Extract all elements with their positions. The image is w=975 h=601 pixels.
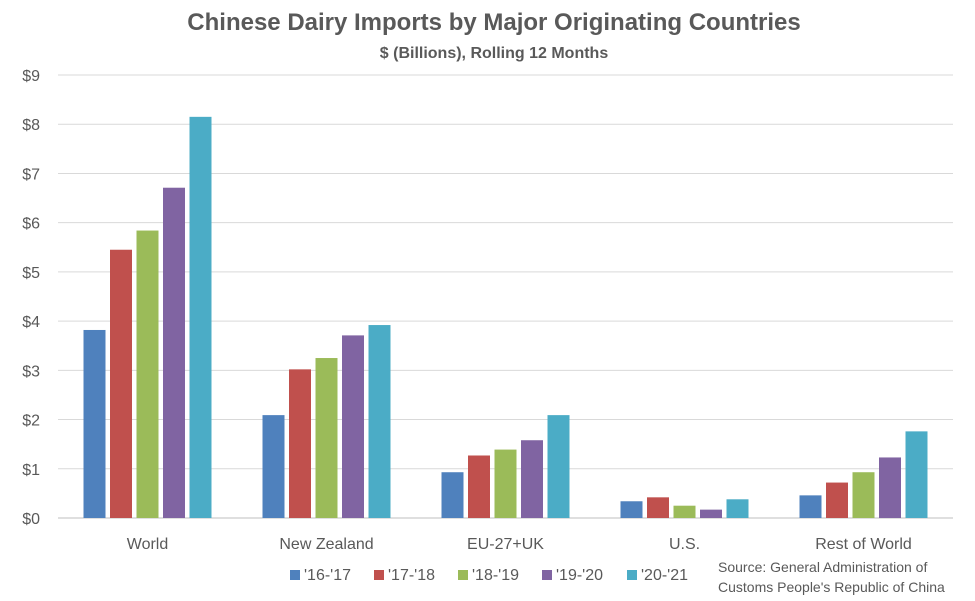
bar	[905, 431, 928, 518]
legend-label: '20-'21	[641, 567, 688, 584]
y-tick-label: $1	[22, 462, 40, 479]
bar	[726, 499, 749, 518]
bar	[136, 230, 159, 518]
y-tick-label: $0	[22, 511, 40, 528]
source-line-2: Customs People's Republic of China	[718, 579, 945, 595]
bar	[441, 472, 464, 518]
legend-swatch	[290, 570, 300, 580]
bar	[673, 505, 696, 518]
x-category-label: U.S.	[669, 536, 700, 553]
bar	[700, 509, 722, 518]
bar	[110, 249, 132, 518]
bar	[83, 329, 106, 518]
legend-swatch	[458, 570, 468, 580]
source-line-1: Source: General Administration of	[718, 559, 927, 575]
bar	[163, 187, 185, 519]
bar	[547, 415, 570, 518]
bar	[189, 116, 212, 518]
y-tick-label: $8	[22, 117, 40, 134]
legend-label: '16-'17	[304, 567, 351, 584]
bars	[83, 116, 928, 519]
legend-swatch	[627, 570, 637, 580]
y-tick-label: $4	[22, 314, 40, 331]
y-tick-label: $6	[22, 216, 40, 233]
x-category-label: EU-27+UK	[467, 536, 544, 553]
x-category-label: Rest of World	[815, 536, 912, 553]
bar	[521, 440, 543, 518]
y-tick-label: $2	[22, 413, 40, 430]
bar	[799, 495, 822, 518]
legend-swatch	[374, 570, 384, 580]
y-tick-label: $7	[22, 166, 40, 183]
bar	[262, 415, 285, 518]
legend-swatch	[542, 570, 552, 580]
bar	[620, 501, 643, 518]
legend-label: '18-'19	[472, 567, 519, 584]
x-category-label: World	[127, 536, 169, 553]
chart-subtitle: $ (Billions), Rolling 12 Months	[380, 45, 609, 62]
bar	[315, 358, 338, 518]
bar	[879, 457, 901, 518]
x-category-label: New Zealand	[279, 536, 373, 553]
legend-label: '19-'20	[556, 567, 603, 584]
legend-label: '17-'18	[388, 567, 435, 584]
bar	[342, 335, 364, 518]
x-axis-labels: World New Zealand EU-27+UK U.S. Rest of Worl…	[127, 536, 912, 553]
bar	[368, 325, 391, 518]
y-axis-ticks: $0 $1 $2 $3 $4 $5 $6 $7 $8 $9	[22, 68, 40, 528]
chart-title: Chinese Dairy Imports by Major Originati…	[187, 9, 800, 36]
y-tick-label: $3	[22, 363, 40, 380]
bar	[468, 455, 490, 518]
y-tick-label: $5	[22, 265, 40, 282]
bar	[289, 369, 311, 518]
legend: '16-'17 '17-'18 '18-'19 '19-'20 '20-'21	[290, 567, 688, 584]
bar	[852, 472, 875, 518]
bar	[826, 482, 848, 518]
y-tick-label: $9	[22, 68, 40, 85]
bar	[494, 449, 517, 518]
bar	[647, 497, 669, 518]
